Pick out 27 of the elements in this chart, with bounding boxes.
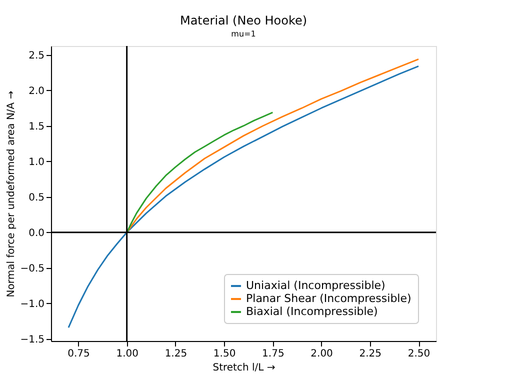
- chart-subtitle: mu=1: [231, 29, 256, 38]
- legend-label: Uniaxial (Incompressible): [246, 279, 386, 292]
- y-tick-label: −1.0: [20, 298, 44, 310]
- x-tick-label: 1.25: [164, 348, 188, 360]
- y-tick-label: −1.5: [20, 334, 44, 346]
- x-tick-label: 2.50: [408, 348, 430, 360]
- x-tick-label: 1.50: [213, 348, 236, 360]
- chart-title: Material (Neo Hooke): [180, 13, 308, 28]
- y-tick-label: −0.5: [20, 263, 44, 274]
- line-series: [68, 65, 420, 328]
- y-tick-label: 2.5: [28, 50, 44, 62]
- x-tick-label: 1.00: [116, 348, 138, 360]
- x-tick-label: 2.25: [359, 348, 382, 360]
- x-tick-label: 1.75: [262, 348, 284, 360]
- y-axis-title: Normal force per undeformed area N/A →: [6, 90, 18, 298]
- y-tick-label: 0.0: [28, 228, 44, 239]
- x-tick-label: 0.75: [68, 348, 90, 360]
- y-tick-label: 0.5: [28, 192, 44, 204]
- y-tick-label: 1.0: [28, 156, 44, 168]
- y-tick-label: 1.5: [28, 121, 44, 132]
- x-tick-label: 2.00: [310, 348, 333, 360]
- line-series: [126, 112, 274, 234]
- x-axis-title: Stretch l/L →: [212, 362, 276, 374]
- legend-label: Biaxial (Incompressible): [246, 305, 378, 318]
- line-series: [126, 58, 420, 234]
- y-tick-label: 2.0: [28, 86, 44, 97]
- legend-label: Planar Shear (Incompressible): [246, 292, 412, 305]
